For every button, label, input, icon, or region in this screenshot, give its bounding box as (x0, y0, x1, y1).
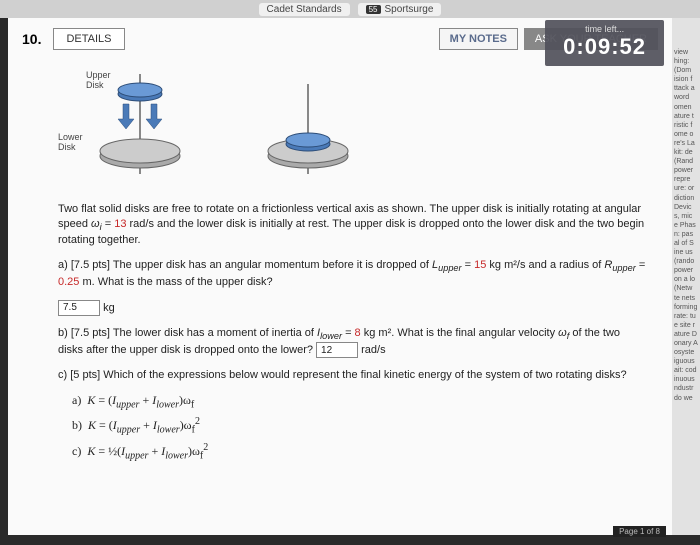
question-body: UpperDisk LowerDisk (8, 56, 672, 481)
timer-label: time left... (563, 24, 646, 34)
question-number: 10. (22, 31, 41, 47)
answer-b-unit: rad/s (361, 344, 385, 356)
timer-overlay: time left... 0:09:52 (545, 20, 664, 66)
diagram-before: UpperDisk LowerDisk (58, 64, 198, 184)
tab-sportsurge[interactable]: 55 Sportsurge (358, 3, 442, 16)
disks-svg-after (238, 64, 378, 184)
lower-disk-label: LowerDisk (58, 132, 83, 152)
option-a[interactable]: a) K = (Iupper + Ilower)ωf (72, 393, 648, 410)
browser-tab-strip: Cadet Standards 55 Sportsurge (0, 0, 700, 18)
answer-a-input[interactable]: 7.5 (58, 300, 100, 316)
upper-disk-label: UpperDisk (86, 70, 111, 90)
diagram-row: UpperDisk LowerDisk (58, 64, 648, 184)
tab-label: Sportsurge (385, 4, 434, 15)
intro-paragraph: Two flat solid disks are free to rotate … (58, 202, 648, 248)
options-list: a) K = (Iupper + Ilower)ωf b) K = (Iuppe… (58, 393, 648, 461)
timer-value: 0:09:52 (563, 34, 646, 60)
disks-svg-before (58, 64, 198, 184)
partial-right-panel: viewhing:(Domision fttack awordomenature… (672, 18, 700, 535)
part-c: c) [5 pts] Which of the expressions belo… (58, 368, 648, 461)
tab-label: Cadet Standards (267, 4, 342, 15)
my-notes-button[interactable]: MY NOTES (439, 28, 518, 50)
tab-badge: 55 (366, 5, 381, 14)
tab-cadet[interactable]: Cadet Standards (259, 3, 350, 16)
diagram-after (238, 64, 378, 184)
details-button[interactable]: DETAILS (53, 28, 124, 50)
option-c[interactable]: c) K = ½(Iupper + Ilower)ωf2 (72, 442, 648, 461)
answer-b-input[interactable]: 12 (316, 342, 358, 358)
answer-a-unit: kg (103, 302, 115, 314)
page-indicator: Page 1 of 8 (613, 526, 666, 537)
problem-text: Two flat solid disks are free to rotate … (58, 202, 648, 461)
option-b[interactable]: b) K = (Iupper + Ilower)ωf2 (72, 416, 648, 435)
part-a: a) [7.5 pts] The upper disk has an angul… (58, 258, 648, 315)
question-panel: 10. DETAILS MY NOTES ASK YOUR TEACHER Up… (8, 18, 672, 535)
